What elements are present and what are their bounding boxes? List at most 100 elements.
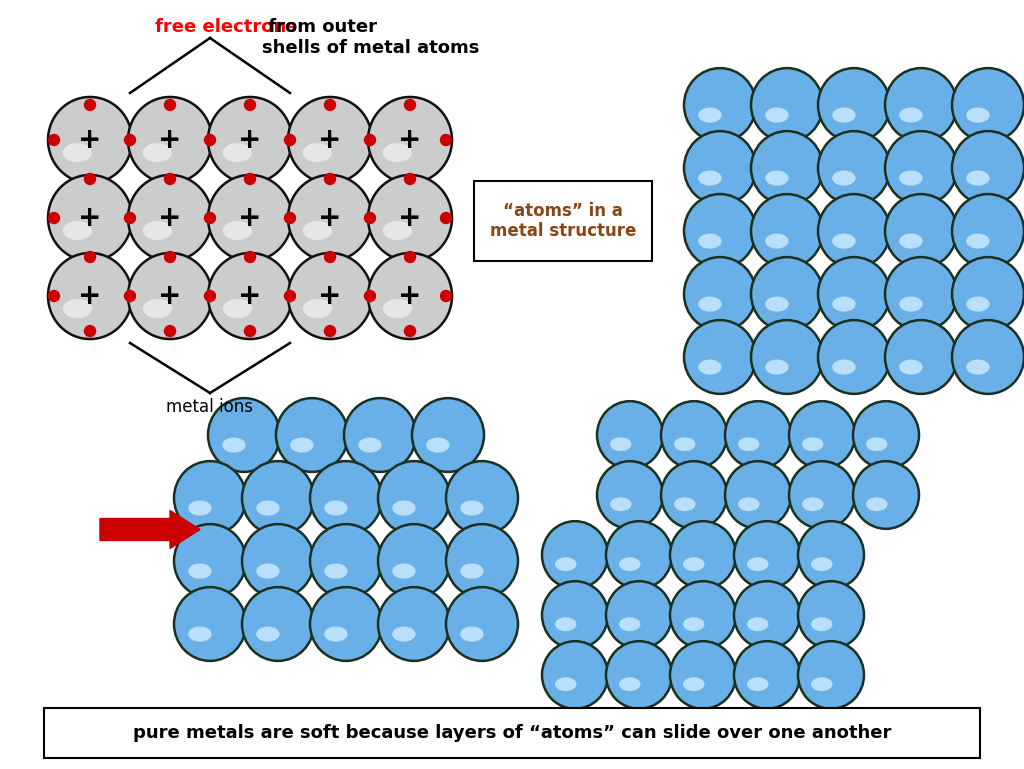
Ellipse shape bbox=[242, 461, 314, 535]
Ellipse shape bbox=[610, 498, 632, 511]
Ellipse shape bbox=[683, 677, 705, 691]
Text: +: + bbox=[159, 282, 181, 310]
Ellipse shape bbox=[818, 194, 890, 268]
Ellipse shape bbox=[378, 587, 450, 661]
Ellipse shape bbox=[952, 194, 1024, 268]
Ellipse shape bbox=[383, 299, 412, 318]
Ellipse shape bbox=[325, 501, 347, 516]
Ellipse shape bbox=[683, 558, 705, 571]
Circle shape bbox=[48, 135, 59, 145]
Ellipse shape bbox=[325, 627, 347, 641]
Circle shape bbox=[404, 251, 416, 262]
Ellipse shape bbox=[734, 641, 800, 709]
Ellipse shape bbox=[288, 253, 372, 339]
Ellipse shape bbox=[142, 299, 172, 318]
Ellipse shape bbox=[818, 257, 890, 331]
Ellipse shape bbox=[885, 131, 957, 205]
Ellipse shape bbox=[303, 299, 332, 318]
Ellipse shape bbox=[698, 360, 722, 375]
Ellipse shape bbox=[256, 627, 280, 641]
Circle shape bbox=[404, 99, 416, 111]
Ellipse shape bbox=[256, 564, 280, 578]
Text: +: + bbox=[159, 126, 181, 154]
Circle shape bbox=[48, 291, 59, 301]
Ellipse shape bbox=[684, 194, 756, 268]
Ellipse shape bbox=[798, 521, 864, 589]
Ellipse shape bbox=[242, 587, 314, 661]
Ellipse shape bbox=[368, 97, 452, 183]
Circle shape bbox=[125, 212, 135, 224]
Ellipse shape bbox=[222, 438, 246, 453]
Circle shape bbox=[325, 174, 336, 185]
Circle shape bbox=[285, 212, 296, 224]
Ellipse shape bbox=[222, 143, 252, 162]
Ellipse shape bbox=[606, 641, 672, 709]
Ellipse shape bbox=[542, 521, 608, 589]
Ellipse shape bbox=[866, 498, 888, 511]
Circle shape bbox=[205, 291, 215, 301]
Circle shape bbox=[245, 99, 256, 111]
Ellipse shape bbox=[276, 398, 348, 472]
Ellipse shape bbox=[288, 97, 372, 183]
Ellipse shape bbox=[748, 677, 768, 691]
Ellipse shape bbox=[383, 221, 412, 240]
Ellipse shape bbox=[885, 257, 957, 331]
Text: from outer
shells of metal atoms: from outer shells of metal atoms bbox=[262, 18, 479, 57]
Text: +: + bbox=[318, 204, 342, 232]
Ellipse shape bbox=[790, 461, 855, 529]
Text: +: + bbox=[318, 126, 342, 154]
Text: “atoms” in a
metal structure: “atoms” in a metal structure bbox=[489, 201, 636, 241]
Ellipse shape bbox=[853, 461, 919, 529]
Ellipse shape bbox=[460, 501, 483, 516]
Circle shape bbox=[285, 135, 296, 145]
Ellipse shape bbox=[620, 618, 640, 631]
Ellipse shape bbox=[597, 461, 663, 529]
Ellipse shape bbox=[751, 257, 823, 331]
Ellipse shape bbox=[811, 558, 833, 571]
Ellipse shape bbox=[383, 143, 412, 162]
Ellipse shape bbox=[738, 498, 760, 511]
Text: pure metals are soft because layers of “atoms” can slide over one another: pure metals are soft because layers of “… bbox=[133, 724, 891, 742]
Ellipse shape bbox=[303, 143, 332, 162]
Ellipse shape bbox=[662, 461, 727, 529]
Ellipse shape bbox=[128, 175, 212, 261]
Ellipse shape bbox=[48, 175, 132, 261]
Ellipse shape bbox=[128, 97, 212, 183]
Ellipse shape bbox=[684, 131, 756, 205]
Text: free electrons: free electrons bbox=[155, 18, 297, 36]
Circle shape bbox=[325, 325, 336, 337]
Ellipse shape bbox=[967, 360, 989, 375]
Ellipse shape bbox=[899, 234, 923, 248]
Ellipse shape bbox=[751, 320, 823, 394]
Ellipse shape bbox=[899, 171, 923, 185]
Text: +: + bbox=[159, 204, 181, 232]
Circle shape bbox=[404, 325, 416, 337]
Ellipse shape bbox=[765, 297, 788, 311]
FancyBboxPatch shape bbox=[474, 181, 652, 261]
Circle shape bbox=[245, 174, 256, 185]
Circle shape bbox=[440, 135, 452, 145]
Circle shape bbox=[85, 174, 95, 185]
Text: +: + bbox=[78, 282, 101, 310]
Ellipse shape bbox=[885, 68, 957, 142]
Circle shape bbox=[404, 174, 416, 185]
Circle shape bbox=[125, 135, 135, 145]
Text: +: + bbox=[78, 126, 101, 154]
Ellipse shape bbox=[683, 618, 705, 631]
Ellipse shape bbox=[853, 401, 919, 469]
Ellipse shape bbox=[256, 501, 280, 516]
Text: +: + bbox=[239, 126, 262, 154]
Ellipse shape bbox=[555, 558, 577, 571]
Ellipse shape bbox=[765, 171, 788, 185]
Polygon shape bbox=[100, 511, 200, 548]
Ellipse shape bbox=[833, 297, 856, 311]
Ellipse shape bbox=[368, 175, 452, 261]
Ellipse shape bbox=[967, 297, 989, 311]
Circle shape bbox=[165, 325, 175, 337]
Ellipse shape bbox=[606, 521, 672, 589]
Ellipse shape bbox=[899, 108, 923, 122]
Ellipse shape bbox=[765, 108, 788, 122]
Ellipse shape bbox=[174, 587, 246, 661]
Ellipse shape bbox=[542, 581, 608, 649]
Ellipse shape bbox=[208, 175, 292, 261]
